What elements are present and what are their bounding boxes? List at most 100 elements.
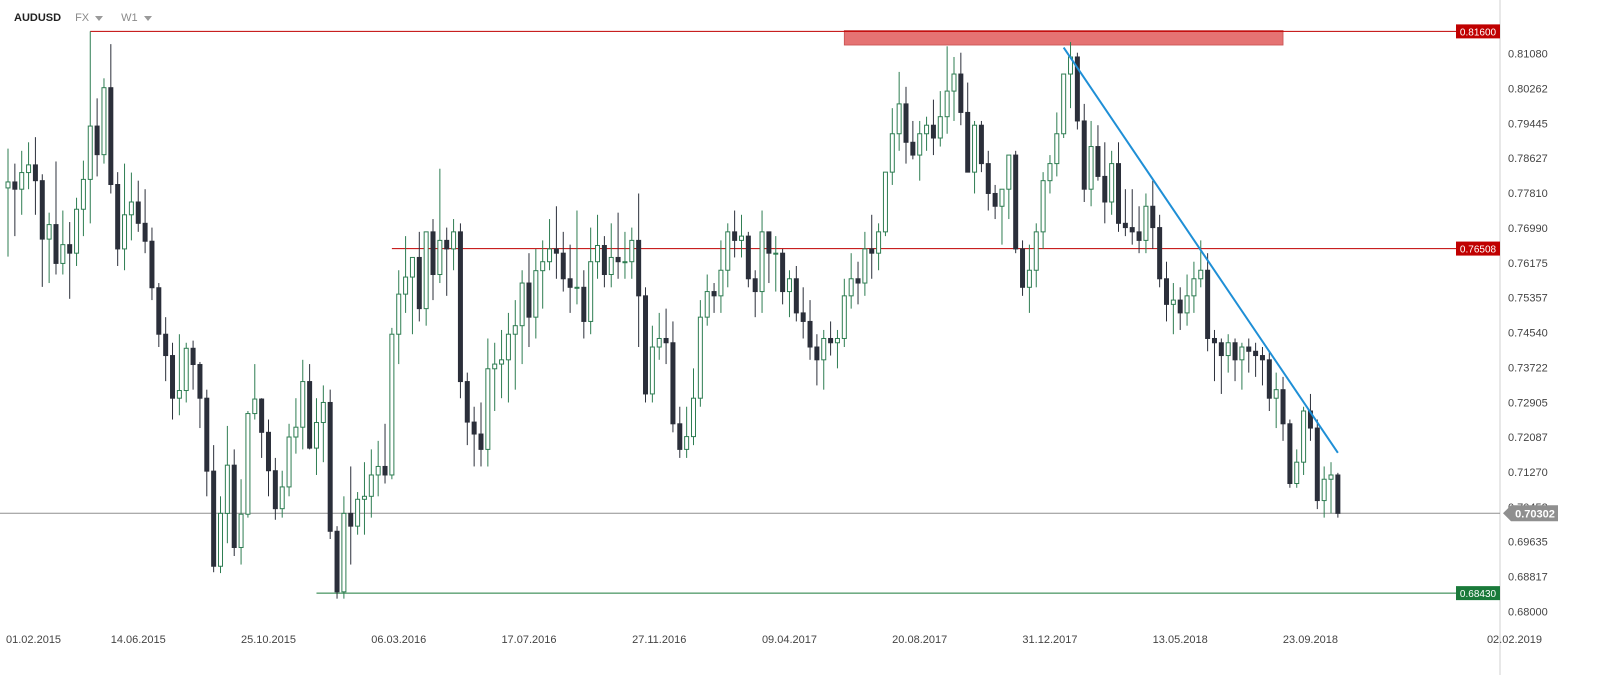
candle-body	[190, 347, 196, 366]
bullish-candle	[972, 120, 978, 194]
bearish-candle	[1246, 338, 1252, 373]
bearish-candle	[471, 406, 477, 467]
bullish-candle	[1054, 112, 1060, 177]
candle-body	[862, 248, 868, 284]
bullish-candle	[1301, 406, 1307, 475]
bearish-candle	[1205, 253, 1211, 352]
bearish-candle	[204, 389, 210, 497]
candle-body	[999, 188, 1005, 207]
candle-body	[1081, 120, 1087, 190]
date-tick-label: 20.08.2017	[892, 634, 947, 646]
bearish-candle	[1020, 240, 1026, 296]
symbol-selector[interactable]: AUDUSD	[14, 12, 61, 24]
candle-body	[903, 103, 909, 143]
bearish-candle	[197, 361, 203, 429]
candle-body	[745, 235, 751, 280]
bullish-candle	[759, 210, 765, 313]
candle-body	[101, 87, 107, 156]
candle-body	[265, 431, 271, 472]
bullish-candle	[533, 248, 539, 339]
bullish-candle	[1184, 274, 1190, 326]
candle-body	[19, 172, 25, 190]
candle-body	[135, 201, 141, 224]
candle-body	[1054, 133, 1060, 165]
bullish-candle	[1061, 73, 1067, 139]
bullish-candle	[101, 78, 107, 164]
bullish-candle	[1040, 172, 1046, 249]
candle-body	[848, 278, 854, 297]
candle-body	[197, 364, 203, 399]
timeframe-selector[interactable]: W1	[121, 12, 152, 24]
candle-body	[1321, 478, 1327, 502]
bearish-candle	[156, 283, 162, 348]
bearish-candle	[327, 389, 333, 539]
bullish-candle	[485, 338, 491, 467]
bullish-candle	[608, 223, 614, 288]
candle-body	[499, 359, 505, 365]
bearish-candle	[1232, 338, 1238, 382]
price-tag-text: 0.68430	[1460, 589, 1497, 600]
time-axis[interactable]: 01.02.2015 14.06.2015 25.10.2015 06.03.2016…	[6, 634, 1542, 646]
candle-body	[279, 486, 285, 510]
bullish-candle	[279, 470, 285, 518]
bullish-candle	[252, 364, 258, 420]
candle-body	[718, 269, 724, 297]
bearish-candle	[1116, 142, 1122, 232]
bullish-candle	[876, 223, 882, 271]
candle-body	[807, 320, 813, 348]
date-tick-label: 17.07.2016	[501, 634, 556, 646]
bullish-candle	[786, 270, 792, 318]
bullish-candle	[5, 148, 11, 257]
bullish-candle	[499, 329, 505, 399]
candles	[5, 31, 1341, 599]
bearish-candle	[903, 86, 909, 164]
bearish-candle	[526, 253, 532, 348]
candle-body	[60, 244, 66, 264]
bullish-candle	[1033, 223, 1039, 288]
bearish-candle	[663, 308, 669, 365]
bullish-candle	[704, 274, 710, 326]
bearish-candle	[430, 219, 436, 301]
candle-body	[437, 239, 443, 276]
bearish-candle	[265, 419, 271, 497]
candle-body	[896, 103, 902, 135]
date-tick-label: 09.04.2017	[762, 634, 817, 646]
bullish-candle	[355, 492, 361, 535]
candle-body	[1095, 146, 1101, 177]
bearish-candle	[567, 244, 573, 313]
candle-body	[1225, 342, 1231, 357]
candle-body	[704, 291, 710, 318]
candle-body	[457, 231, 463, 383]
price-tick-label: 0.71270	[1508, 467, 1548, 479]
bearish-candle	[1095, 125, 1101, 181]
bullish-candle	[1239, 342, 1245, 390]
bearish-candle	[1287, 419, 1293, 488]
market-selector[interactable]: FX	[75, 12, 104, 24]
bullish-candle	[512, 300, 518, 390]
bearish-candle	[670, 321, 676, 433]
timeframe-label: W1	[121, 12, 138, 24]
candle-body	[430, 231, 436, 276]
candle-body	[1020, 248, 1026, 288]
bullish-candle	[862, 231, 868, 296]
candle-body	[944, 90, 950, 118]
bullish-candle	[656, 312, 662, 360]
bearish-candle	[348, 466, 354, 565]
bullish-candle	[396, 270, 402, 365]
candle-body	[272, 470, 278, 510]
resistance-zone	[843, 30, 1284, 46]
candle-body	[389, 333, 395, 476]
bullish-candle	[1198, 240, 1204, 288]
candle-body	[252, 398, 258, 415]
candle-body	[937, 116, 943, 139]
candle-body	[361, 495, 367, 500]
candle-body	[924, 124, 930, 135]
candle-body	[176, 390, 182, 399]
candle-body	[574, 286, 580, 289]
bearish-candle	[553, 206, 559, 279]
candle-body	[1205, 269, 1211, 339]
candle-body	[485, 368, 491, 450]
bearish-candle	[457, 223, 463, 399]
price-axis[interactable]: 0.81080 0.80262 0.79445 0.78627 0.77810 0.769…	[1508, 49, 1548, 619]
